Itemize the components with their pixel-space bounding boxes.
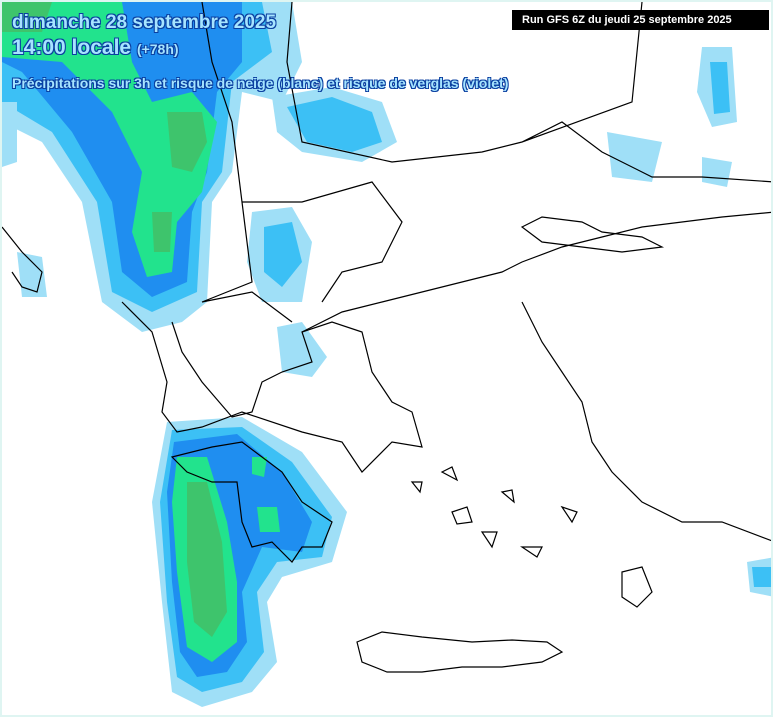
rhodes-coastline — [621, 566, 653, 608]
forecast-time: 14:00 locale (+78h) — [12, 36, 179, 60]
precip-medium — [287, 97, 382, 152]
borders — [201, 2, 771, 323]
crete-coastline — [356, 631, 564, 673]
precip-medium — [264, 222, 302, 287]
greece-coastline — [121, 301, 423, 473]
forecast-date: dimanche 28 septembre 2025 — [12, 12, 277, 33]
precip-light — [277, 322, 327, 377]
marmara-coastline — [520, 216, 665, 253]
model-run-label: Run GFS 6Z du jeudi 25 septembre 2025 — [512, 10, 769, 30]
forecast-lead-time: (+78h) — [136, 41, 179, 57]
forecast-time-label: 14:00 locale — [12, 36, 132, 59]
precip-medium — [710, 62, 771, 587]
north-coast — [301, 211, 771, 333]
precip-green — [2, 2, 217, 277]
italy-coastline — [2, 226, 43, 293]
coastlines-borders — [2, 2, 771, 673]
peloponnese-coastline — [170, 441, 333, 563]
precip-green-dark — [187, 482, 227, 637]
map-description: Précipitations sur 3h et risque de neige… — [12, 75, 509, 91]
turkey-coastline — [521, 301, 771, 542]
precip-green-dark — [2, 2, 207, 252]
cyclades-islands — [410, 466, 578, 558]
precip-blue — [2, 2, 242, 297]
